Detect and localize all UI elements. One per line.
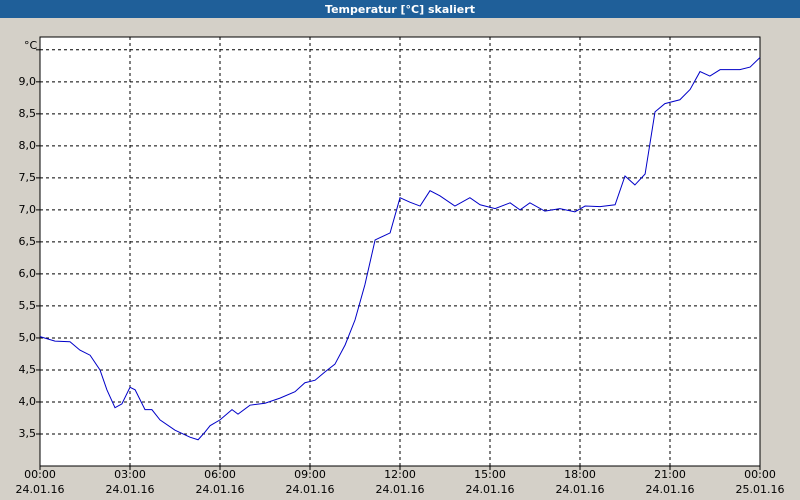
x-tick-label: 12:00 — [384, 468, 416, 481]
y-tick-label: 9,0 — [19, 75, 37, 88]
y-tick-label: 6,0 — [19, 267, 37, 280]
x-tick-date: 24.01.16 — [646, 483, 695, 496]
x-tick-date: 24.01.16 — [376, 483, 425, 496]
x-tick-date: 24.01.16 — [16, 483, 65, 496]
x-tick-date: 24.01.16 — [196, 483, 245, 496]
title-bar — [0, 0, 800, 18]
y-tick-label: 4,0 — [19, 395, 37, 408]
y-tick-label: 5,0 — [19, 331, 37, 344]
y-tick-label: 4,5 — [19, 363, 37, 376]
x-tick-label: 18:00 — [564, 468, 596, 481]
y-tick-label: 5,5 — [19, 299, 37, 312]
plot-area — [39, 36, 761, 467]
y-unit: °C — [24, 39, 38, 52]
data-line — [39, 57, 761, 441]
y-tick-label: 7,5 — [19, 171, 37, 184]
x-tick-date: 24.01.16 — [286, 483, 335, 496]
x-tick-label: 09:00 — [294, 468, 326, 481]
x-tick-label: 00:00 — [744, 468, 776, 481]
x-tick-label: 06:00 — [204, 468, 236, 481]
x-tick-label: 15:00 — [474, 468, 506, 481]
y-tick-label: 8,5 — [19, 107, 37, 120]
x-tick-label: 00:00 — [24, 468, 56, 481]
x-tick-date: 25.01.16 — [736, 483, 785, 496]
x-tick-date: 24.01.16 — [106, 483, 155, 496]
x-tick-label: 21:00 — [654, 468, 686, 481]
y-tick-label: 7,0 — [19, 203, 37, 216]
y-tick-label: 8,0 — [19, 139, 37, 152]
x-tick-label: 03:00 — [114, 468, 146, 481]
x-tick-date: 24.01.16 — [556, 483, 605, 496]
chart-title: Temperatur [°C] skaliert — [325, 3, 475, 16]
y-tick-label: 3,5 — [19, 427, 37, 440]
y-tick-label: 6,5 — [19, 235, 37, 248]
x-tick-date: 24.01.16 — [466, 483, 515, 496]
